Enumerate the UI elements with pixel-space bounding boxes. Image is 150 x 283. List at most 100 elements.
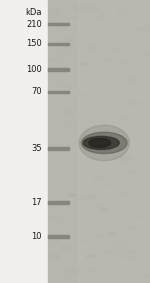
Bar (116, 10, 123, 12)
Ellipse shape (83, 136, 119, 149)
Bar (91, 7, 98, 10)
Bar (86, 46, 93, 48)
Bar (105, 59, 112, 61)
Bar (128, 257, 135, 260)
Bar (80, 11, 88, 13)
Bar (106, 241, 114, 243)
Bar (48, 68, 69, 71)
Bar (127, 226, 135, 228)
Bar (94, 176, 101, 178)
Bar (119, 116, 126, 119)
Bar (86, 148, 93, 150)
Bar (108, 97, 115, 99)
Bar (128, 276, 136, 278)
Bar (149, 28, 150, 31)
Bar (82, 240, 89, 242)
Bar (130, 171, 138, 173)
Bar (88, 196, 96, 198)
Bar (87, 195, 94, 198)
Bar (86, 254, 94, 256)
Bar (100, 208, 108, 211)
Bar (116, 147, 124, 150)
Bar (95, 235, 103, 237)
Bar (48, 0, 150, 283)
Bar (58, 25, 65, 27)
Bar (48, 147, 69, 150)
Bar (52, 237, 60, 239)
Bar (75, 16, 82, 18)
Bar (101, 156, 109, 159)
Bar (0, 0, 48, 283)
Bar (114, 48, 121, 50)
Ellipse shape (81, 132, 127, 154)
Bar (105, 195, 112, 197)
Bar (139, 28, 146, 30)
Text: 17: 17 (31, 198, 42, 207)
Text: 35: 35 (31, 144, 42, 153)
Bar (48, 91, 69, 93)
Bar (135, 215, 142, 217)
Bar (48, 201, 69, 204)
Ellipse shape (89, 138, 111, 147)
Bar (84, 6, 92, 8)
Bar (78, 0, 150, 283)
Text: 10: 10 (32, 232, 42, 241)
Bar (143, 53, 150, 55)
Bar (126, 58, 133, 61)
Bar (75, 7, 83, 9)
Bar (119, 192, 127, 195)
Text: 150: 150 (26, 39, 42, 48)
Bar (126, 250, 134, 252)
Bar (89, 50, 97, 53)
Bar (130, 78, 138, 81)
Bar (120, 60, 127, 62)
Bar (65, 268, 72, 270)
Bar (48, 235, 69, 237)
Text: 70: 70 (31, 87, 42, 97)
Bar (146, 23, 150, 26)
Bar (49, 216, 57, 218)
Bar (64, 84, 71, 86)
Bar (50, 255, 58, 258)
Bar (77, 198, 84, 200)
Bar (96, 205, 104, 207)
Bar (147, 139, 150, 141)
Bar (69, 194, 76, 196)
Bar (105, 250, 112, 252)
Bar (90, 269, 98, 271)
Bar (124, 7, 131, 9)
Bar (142, 274, 150, 276)
Bar (61, 246, 69, 248)
Text: 210: 210 (26, 20, 42, 29)
Bar (71, 124, 79, 126)
Bar (119, 254, 127, 256)
Bar (121, 158, 129, 161)
Bar (117, 246, 125, 248)
Bar (68, 193, 76, 195)
Bar (66, 38, 74, 40)
Bar (49, 58, 56, 60)
Bar (121, 154, 129, 156)
Bar (107, 183, 115, 185)
Bar (77, 94, 84, 97)
Bar (126, 101, 134, 103)
Bar (85, 256, 92, 258)
Bar (118, 241, 125, 243)
Bar (48, 23, 69, 25)
Bar (93, 220, 100, 222)
Bar (48, 43, 69, 45)
Bar (113, 251, 120, 253)
Bar (72, 270, 79, 273)
Ellipse shape (79, 125, 129, 161)
Bar (132, 27, 140, 29)
Bar (127, 156, 134, 159)
Bar (98, 15, 106, 18)
Bar (80, 62, 88, 65)
Bar (116, 157, 124, 159)
Bar (50, 9, 58, 12)
Bar (60, 46, 68, 48)
Text: kDa: kDa (26, 8, 42, 18)
Bar (61, 146, 69, 148)
Text: 100: 100 (26, 65, 42, 74)
Bar (66, 111, 74, 113)
